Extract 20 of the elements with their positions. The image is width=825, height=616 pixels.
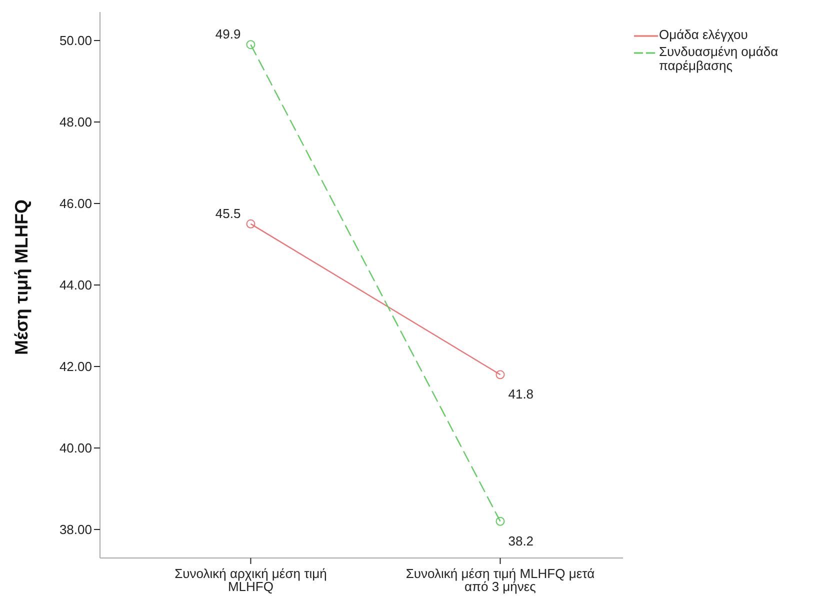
point bbox=[246, 40, 256, 50]
y-tick-label: 42.00 bbox=[59, 359, 92, 374]
x-tick-label: Συνολική μέση τιμή MLHFQ μετά από 3 μήνες bbox=[406, 566, 596, 594]
data-label: 49.9 bbox=[215, 26, 241, 42]
x-tick-label: Συνολική αρχική μέση τιμή MLHFQ bbox=[174, 566, 327, 594]
y-axis-title: Μέση τιμή MLHFQ bbox=[11, 200, 32, 355]
data-label: 45.5 bbox=[215, 206, 241, 221]
y-tick-label: 48.00 bbox=[59, 114, 92, 130]
legend-label: Ομάδα ελέγχου bbox=[659, 27, 749, 42]
point bbox=[246, 219, 256, 228]
y-tick-label: 44.00 bbox=[59, 278, 92, 293]
data-label: 38.2 bbox=[508, 533, 534, 548]
data-label: 41.8 bbox=[508, 386, 534, 402]
point bbox=[496, 370, 505, 380]
point bbox=[496, 516, 505, 526]
y-tick-label: 46.00 bbox=[59, 196, 92, 212]
y-tick-label: 38.00 bbox=[59, 522, 92, 538]
y-tick-label: 40.00 bbox=[59, 440, 92, 456]
y-tick-label: 50.00 bbox=[59, 33, 92, 48]
legend-label: Συνδυασμένη ομάδα παρέμβασης bbox=[659, 44, 780, 73]
